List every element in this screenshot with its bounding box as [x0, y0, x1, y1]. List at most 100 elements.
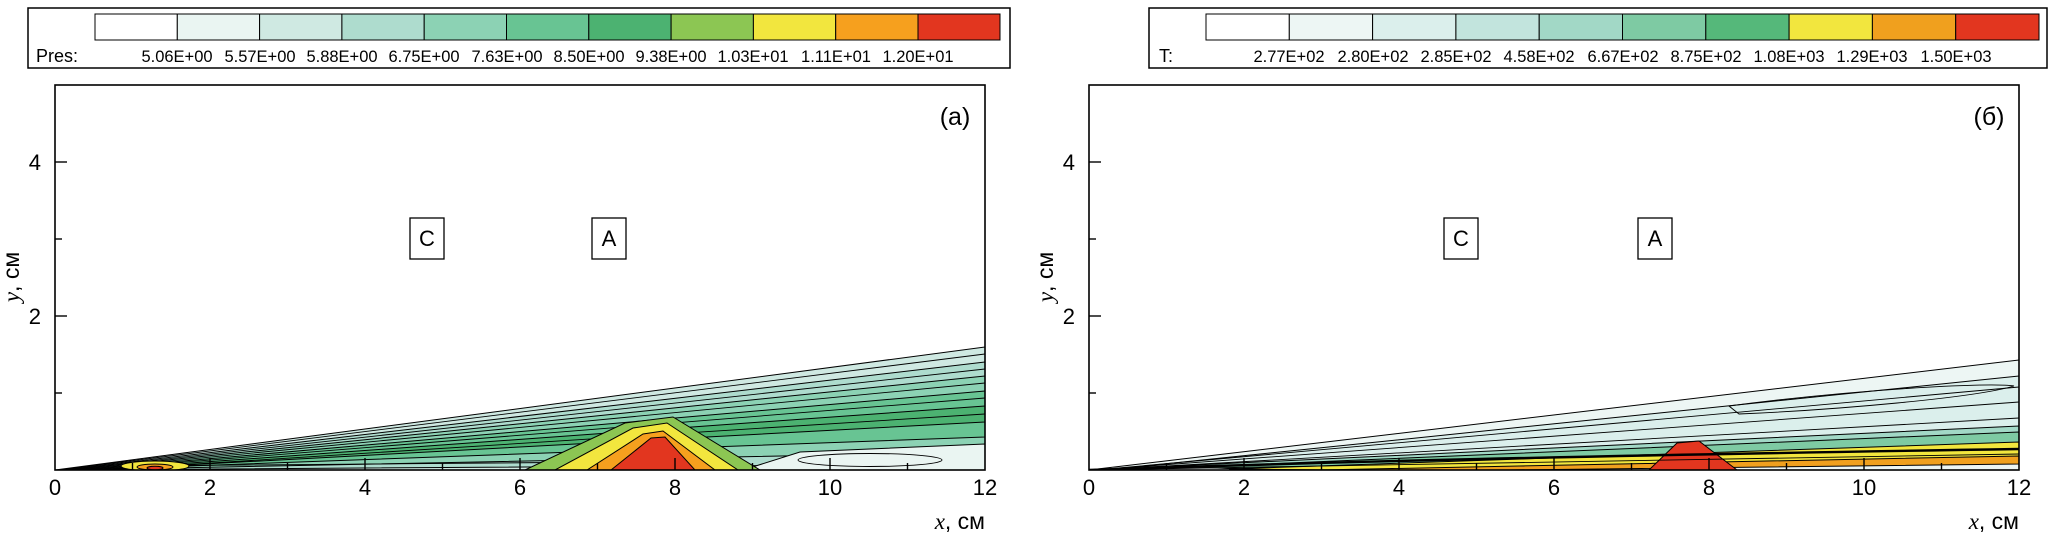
colorbar-segment	[917, 13, 1001, 41]
colorbar-tick-label: 5.57E+00	[224, 48, 295, 66]
x-tick-label: 2	[204, 475, 216, 500]
contour-line	[1098, 466, 1210, 470]
colorbar-pressure: Pres: 5.06E+00 5.57E+00 5.88E+00 6.75E+0…	[27, 7, 1011, 69]
colorbar-segment	[1288, 13, 1374, 41]
x-axis-title: x, см	[934, 508, 985, 534]
colorbar-tick-label: 1.29E+03	[1836, 48, 1907, 66]
x-tick-label: 8	[669, 475, 681, 500]
colorbar-segment	[1955, 13, 2040, 41]
y-tick-label: 2	[29, 304, 41, 329]
marker-C: C	[409, 217, 445, 260]
colorbar-tick-label: 8.75E+02	[1670, 48, 1741, 66]
colorbar-segment	[1372, 13, 1457, 41]
colorbar-temperature: T: 2.77E+02 2.80E+02 2.85E+02 4.58E+02 6…	[1148, 7, 2048, 69]
colorbar-segment	[1788, 13, 1873, 41]
colorbar-tick-label: 8.50E+00	[553, 48, 624, 66]
panel-label: (б)	[1974, 103, 2005, 131]
contour-line	[1148, 417, 2019, 468]
contour-pocket-pale	[742, 443, 985, 470]
contour-line	[65, 368, 985, 470]
marker-label: C	[419, 226, 435, 251]
plot-frame	[1088, 84, 2020, 471]
marker-label: C	[1453, 226, 1469, 251]
x-tick-label: 12	[973, 475, 997, 500]
colorbar-tick-label: 4.58E+02	[1503, 48, 1574, 66]
contour-band-green	[79, 390, 985, 470]
axis-ticks	[1089, 161, 1943, 470]
colorbar-segment	[506, 13, 590, 41]
panel-temperature: T: 2.77E+02 2.80E+02 2.85E+02 4.58E+02 6…	[1032, 0, 2067, 553]
x-tick-label: 6	[514, 475, 526, 500]
y-axis-unit: , см	[0, 252, 24, 292]
temperature-contour-field	[1089, 359, 2019, 470]
colorbar-tick-label: 2.77E+02	[1253, 48, 1324, 66]
colorbar-tick-label: 1.20E+01	[882, 48, 953, 66]
y-axis-title: y, см	[1034, 252, 1058, 304]
x-axis-unit: , см	[945, 508, 985, 534]
contour-line	[100, 413, 985, 470]
colorbar-segment	[1871, 13, 1957, 41]
y-tick-label: 4	[1063, 150, 1075, 175]
colorbar-title: T:	[1159, 46, 1173, 66]
x-tick-label: 8	[1703, 475, 1715, 500]
pressure-contour-field	[55, 346, 985, 470]
colorbar-segment	[1538, 13, 1624, 41]
plot-frame	[54, 84, 986, 471]
y-axis-title: y, см	[0, 252, 24, 304]
x-tick-label: 2	[1238, 475, 1250, 500]
contour-line	[1106, 386, 2019, 470]
marker-label: A	[602, 226, 617, 251]
colorbar-tick-label: 1.50E+03	[1920, 48, 1991, 66]
hotspot-band-red	[610, 436, 696, 470]
pressure-plot: 0 2 4 6 8 10 12 2 4 x, см y, см (а) C A	[0, 84, 997, 534]
contour-line	[1120, 401, 2019, 469]
colorbar-segment	[1622, 13, 1707, 41]
contour-band-green-dark	[92, 405, 985, 470]
marker-box	[591, 217, 627, 260]
colorbar-tick-label: 6.75E+00	[388, 48, 459, 66]
colorbar-segment	[1205, 13, 1290, 41]
colorbar-segment	[1705, 13, 1790, 41]
marker-box	[1443, 217, 1479, 260]
marker-box	[409, 217, 445, 260]
marker-C: C	[1443, 217, 1479, 260]
contour-loop	[797, 453, 943, 467]
x-axis-symbol: x	[1968, 509, 1980, 534]
contour-line	[124, 461, 616, 467]
colorbar-tick-label: 2.80E+02	[1337, 48, 1408, 66]
colorbar-tick-label: 1.11E+01	[801, 48, 871, 66]
colorbar-tick-label: 1.08E+03	[1753, 48, 1824, 66]
x-tick-label: 12	[2007, 475, 2031, 500]
y-axis-symbol: y	[0, 291, 24, 304]
x-tick-label: 0	[1083, 475, 1095, 500]
marker-box	[1637, 217, 1673, 260]
y-axis-unit: , см	[1034, 252, 1058, 292]
temperature-plot: 0 2 4 6 8 10 12 2 4 x, см y, см (б) C A	[1032, 84, 2031, 534]
colorbar-title: Pres:	[36, 46, 78, 66]
marker-A: A	[591, 217, 627, 260]
marker-label: A	[1648, 226, 1663, 251]
panel-pressure: Pres: 5.06E+00 5.57E+00 5.88E+00 6.75E+0…	[0, 0, 1033, 553]
x-axis-unit: , см	[1979, 508, 2019, 534]
panel-label: (а)	[940, 103, 971, 131]
colorbar-segment	[341, 13, 425, 41]
marker-A: A	[1637, 217, 1673, 260]
colorbar-segment	[752, 13, 837, 41]
contour-band-green-light	[69, 375, 985, 470]
x-tick-label: 4	[1393, 475, 1405, 500]
colorbar-segment	[588, 13, 672, 41]
colorbar-tick-label: 6.67E+02	[1587, 48, 1658, 66]
colorbar-tick-label: 9.38E+00	[635, 48, 706, 66]
colorbar-tick-label: 1.03E+01	[717, 48, 788, 66]
x-axis-title: x, см	[1968, 508, 2019, 534]
x-tick-label: 0	[49, 475, 61, 500]
colorbar-segment	[835, 13, 919, 41]
axis-ticks	[55, 161, 909, 470]
colorbar-segment	[94, 13, 178, 41]
pressure-figure-svg: Pres: 5.06E+00 5.57E+00 5.88E+00 6.75E+0…	[0, 7, 1011, 534]
y-tick-label: 2	[1063, 304, 1075, 329]
x-tick-label: 10	[818, 475, 842, 500]
dense-contour-bundle	[1089, 447, 2019, 470]
colorbar-segment	[670, 13, 754, 41]
